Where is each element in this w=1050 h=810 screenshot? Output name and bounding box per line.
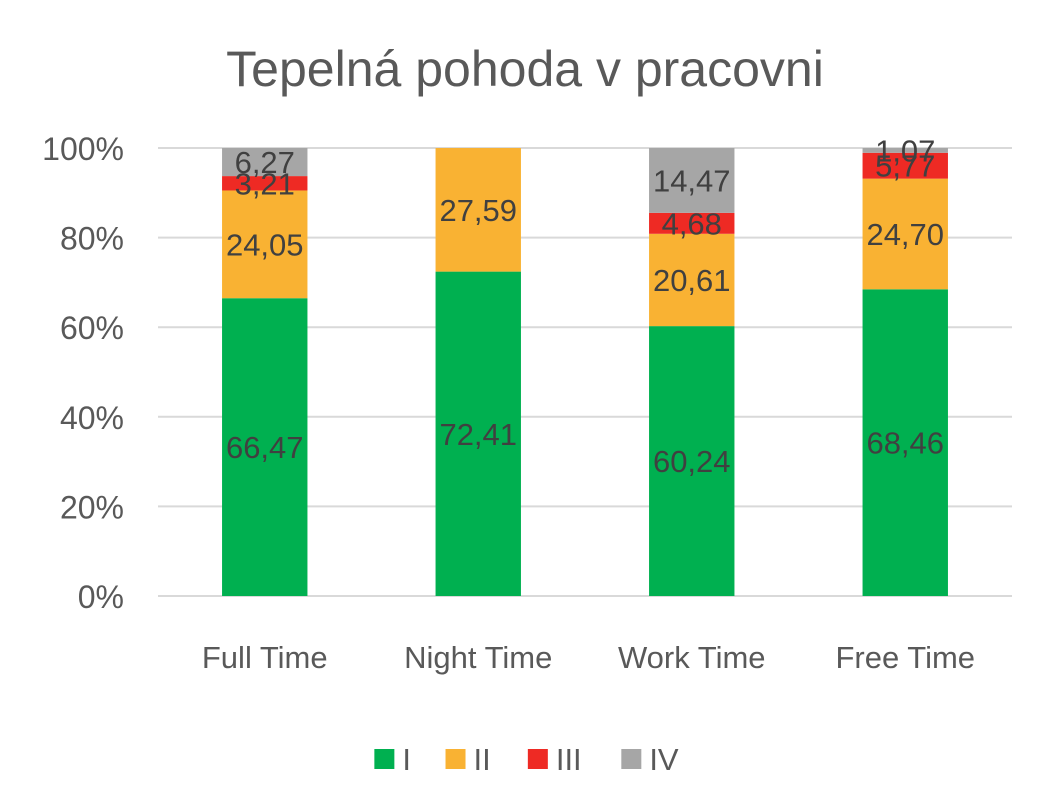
bar-segment <box>222 148 308 177</box>
bar-segment <box>649 326 735 596</box>
legend-label: I <box>402 742 411 777</box>
data-label: 24,70 <box>866 217 944 252</box>
data-label: 6,27 <box>235 145 295 180</box>
bar-segment <box>649 212 735 234</box>
y-tick-label: 80% <box>60 221 124 257</box>
bar-segment <box>222 176 308 191</box>
legend-swatch <box>374 749 395 769</box>
x-axis-ticks: Full Time Night Time Work Time Free Time <box>202 640 975 675</box>
x-tick-label: Work Time <box>618 640 766 675</box>
data-labels: 66,47 24,05 3,216,27 72,41 27,59 60,24 20,61 4,… <box>226 133 944 479</box>
data-label: 68,46 <box>866 426 944 461</box>
bar-segment <box>649 148 735 213</box>
bar-segment <box>435 148 521 272</box>
y-axis-ticks: 0% 20% 40% 60% 80% 100% <box>42 131 124 615</box>
bars <box>222 148 948 596</box>
y-tick-label: 100% <box>42 131 124 167</box>
bar-segment <box>435 271 521 596</box>
legend-swatch <box>527 749 548 769</box>
legend-label: III <box>556 742 582 777</box>
legend-label: II <box>474 742 491 777</box>
data-label: 20,61 <box>653 263 731 298</box>
chart-title: Tepelná pohoda v pracovni <box>226 41 824 97</box>
data-label: 72,41 <box>439 417 517 452</box>
bar-segment <box>649 233 735 327</box>
bar-segment <box>222 190 308 299</box>
legend: I II III IV <box>374 742 679 777</box>
x-tick-label: Night Time <box>404 640 552 675</box>
legend-swatch <box>621 749 642 769</box>
bar-segment <box>222 298 308 596</box>
y-tick-label: 60% <box>60 310 124 346</box>
legend-label: IV <box>649 742 679 777</box>
data-label: 3,21 <box>235 166 295 201</box>
data-label: 24,05 <box>226 227 304 262</box>
data-label: 1,07 <box>875 133 935 168</box>
data-label: 66,47 <box>226 430 304 465</box>
legend-swatch <box>445 749 466 769</box>
x-tick-label: Free Time <box>835 640 975 675</box>
data-label: 27,59 <box>439 193 517 228</box>
y-tick-label: 20% <box>60 489 124 525</box>
bar-segment <box>862 289 948 596</box>
data-label: 4,68 <box>662 206 722 241</box>
bar-segment <box>862 152 948 179</box>
y-tick-label: 40% <box>60 400 124 436</box>
data-label: 60,24 <box>653 444 731 479</box>
bar-segment <box>862 148 948 153</box>
data-label: 5,77 <box>875 149 935 184</box>
bar-segment <box>862 178 948 290</box>
x-tick-label: Full Time <box>202 640 328 675</box>
data-label: 14,47 <box>653 163 731 198</box>
y-tick-label: 0% <box>78 579 124 615</box>
